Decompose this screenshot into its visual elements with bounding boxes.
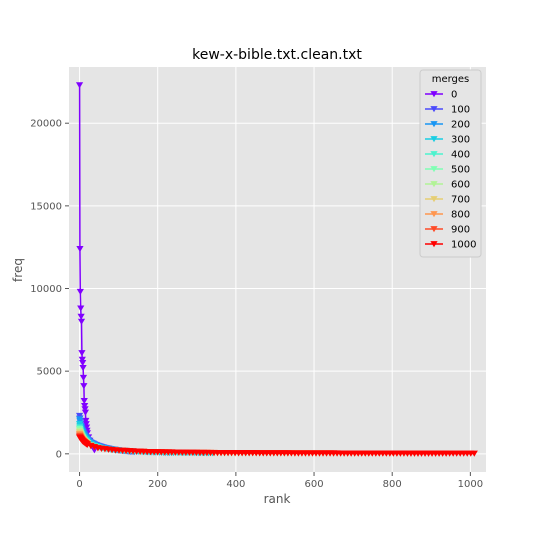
legend-label: 300 [451, 135, 470, 146]
x-tick-label: 0 [76, 479, 82, 490]
x-tick-label: 400 [226, 479, 245, 490]
x-axis-label: rank [264, 492, 291, 506]
legend-title: merges [432, 74, 470, 85]
legend-label: 500 [451, 165, 470, 176]
y-tick-label: 5000 [37, 367, 62, 378]
legend: merges 0 100 200 300 400 500 600 700 800 900 1000 [420, 70, 481, 257]
legend-label: 700 [451, 195, 470, 206]
legend-label: 0 [451, 90, 457, 101]
legend-label: 600 [451, 180, 470, 191]
legend-label: 400 [451, 150, 470, 161]
y-tick-label: 15000 [30, 201, 62, 212]
legend-label: 100 [451, 105, 470, 116]
x-tick-label: 1000 [458, 479, 483, 490]
chart-title: kew-x-bible.txt.clean.txt [192, 47, 362, 63]
y-tick-label: 0 [56, 449, 62, 460]
x-tick-label: 600 [304, 479, 323, 490]
legend-label: 800 [451, 210, 470, 221]
legend-label: 200 [451, 120, 470, 131]
legend-label: 900 [451, 225, 470, 236]
x-tick-label: 200 [148, 479, 167, 490]
y-tick-label: 20000 [30, 119, 62, 130]
x-tick-label: 800 [383, 479, 402, 490]
y-tick-label: 10000 [30, 284, 62, 295]
legend-label: 1000 [451, 240, 476, 251]
y-axis-label: freq [11, 258, 25, 282]
